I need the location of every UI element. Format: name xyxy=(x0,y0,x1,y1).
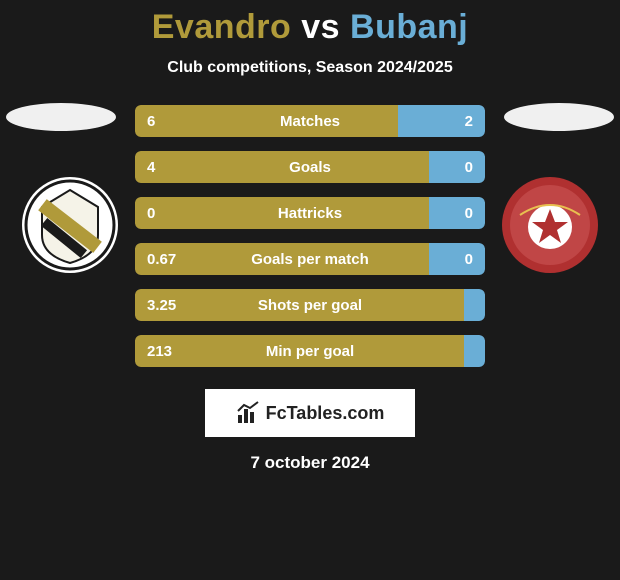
chart-icon xyxy=(236,401,260,425)
comparison-card: Evandro vs Bubanj Club competitions, Sea… xyxy=(0,0,620,473)
stat-label: Shots per goal xyxy=(135,297,485,314)
stat-value-right: 2 xyxy=(465,113,473,130)
stat-value-right: 0 xyxy=(465,251,473,268)
footer-brand: FcTables.com xyxy=(266,403,385,424)
footer-logo: FcTables.com xyxy=(205,389,415,437)
club-badge-right xyxy=(500,175,600,275)
stat-value-right: 0 xyxy=(465,205,473,222)
stat-label: Min per goal xyxy=(135,343,485,360)
player2-name: Bubanj xyxy=(350,8,468,46)
page-title: Evandro vs Bubanj xyxy=(0,8,620,47)
shield-icon xyxy=(20,175,120,275)
club-badge-left xyxy=(20,175,120,275)
stat-label: Matches xyxy=(135,113,485,130)
player1-shadow xyxy=(6,103,116,131)
stat-label: Goals xyxy=(135,159,485,176)
shield-icon xyxy=(500,175,600,275)
player2-shadow xyxy=(504,103,614,131)
stat-value-right: 0 xyxy=(465,159,473,176)
stat-label: Hattricks xyxy=(135,205,485,222)
main-area: 6Matches24Goals00Hattricks00.67Goals per… xyxy=(0,105,620,473)
stat-row: 213Min per goal xyxy=(135,335,485,367)
player1-name: Evandro xyxy=(152,8,292,46)
stat-label: Goals per match xyxy=(135,251,485,268)
stat-row: 0Hattricks0 xyxy=(135,197,485,229)
stat-row: 6Matches2 xyxy=(135,105,485,137)
stat-row: 0.67Goals per match0 xyxy=(135,243,485,275)
footer-date: 7 october 2024 xyxy=(0,453,620,473)
stat-row: 4Goals0 xyxy=(135,151,485,183)
vs-text: vs xyxy=(301,8,340,46)
stats-list: 6Matches24Goals00Hattricks00.67Goals per… xyxy=(135,105,485,367)
subtitle: Club competitions, Season 2024/2025 xyxy=(0,59,620,77)
stat-row: 3.25Shots per goal xyxy=(135,289,485,321)
